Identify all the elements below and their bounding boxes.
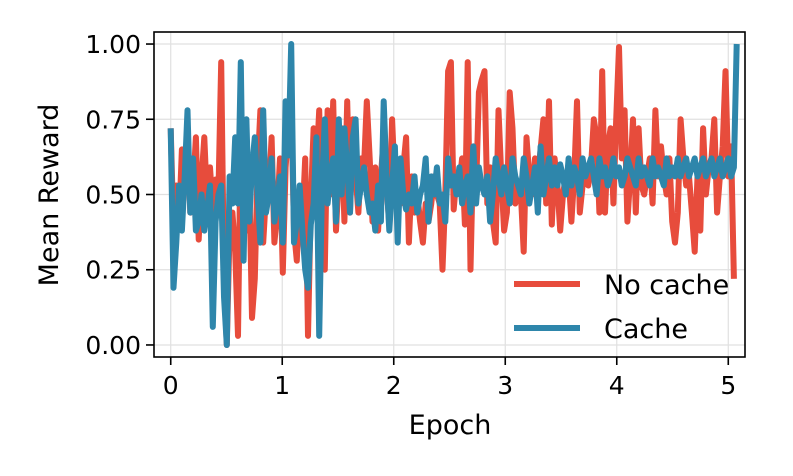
- y-tick-label: 0.25: [85, 256, 141, 285]
- x-axis-label: Epoch: [409, 410, 492, 441]
- x-tick-label: 4: [609, 371, 625, 400]
- y-tick-label: 0.00: [85, 331, 141, 360]
- x-tick-label: 2: [386, 371, 402, 400]
- x-tick-label: 0: [163, 371, 179, 400]
- y-tick-label: 0.50: [85, 181, 141, 210]
- x-tick-label: 5: [720, 371, 736, 400]
- x-tick-label: 1: [274, 371, 290, 400]
- y-tick-label: 1.00: [85, 30, 141, 59]
- legend-label-no-cache: No cache: [604, 270, 729, 301]
- y-tick-label: 0.75: [85, 105, 141, 134]
- legend: No cache Cache: [514, 270, 729, 345]
- legend-label-cache: Cache: [604, 314, 688, 345]
- series-layer: [167, 41, 740, 348]
- y-axis-label: Mean Reward: [34, 104, 65, 287]
- series-line-cache: [167, 41, 740, 348]
- ticks: 0 1 2 3 4 5 0.00 0.25 0.50 0.75 1.00: [85, 30, 736, 400]
- x-tick-label: 3: [497, 371, 513, 400]
